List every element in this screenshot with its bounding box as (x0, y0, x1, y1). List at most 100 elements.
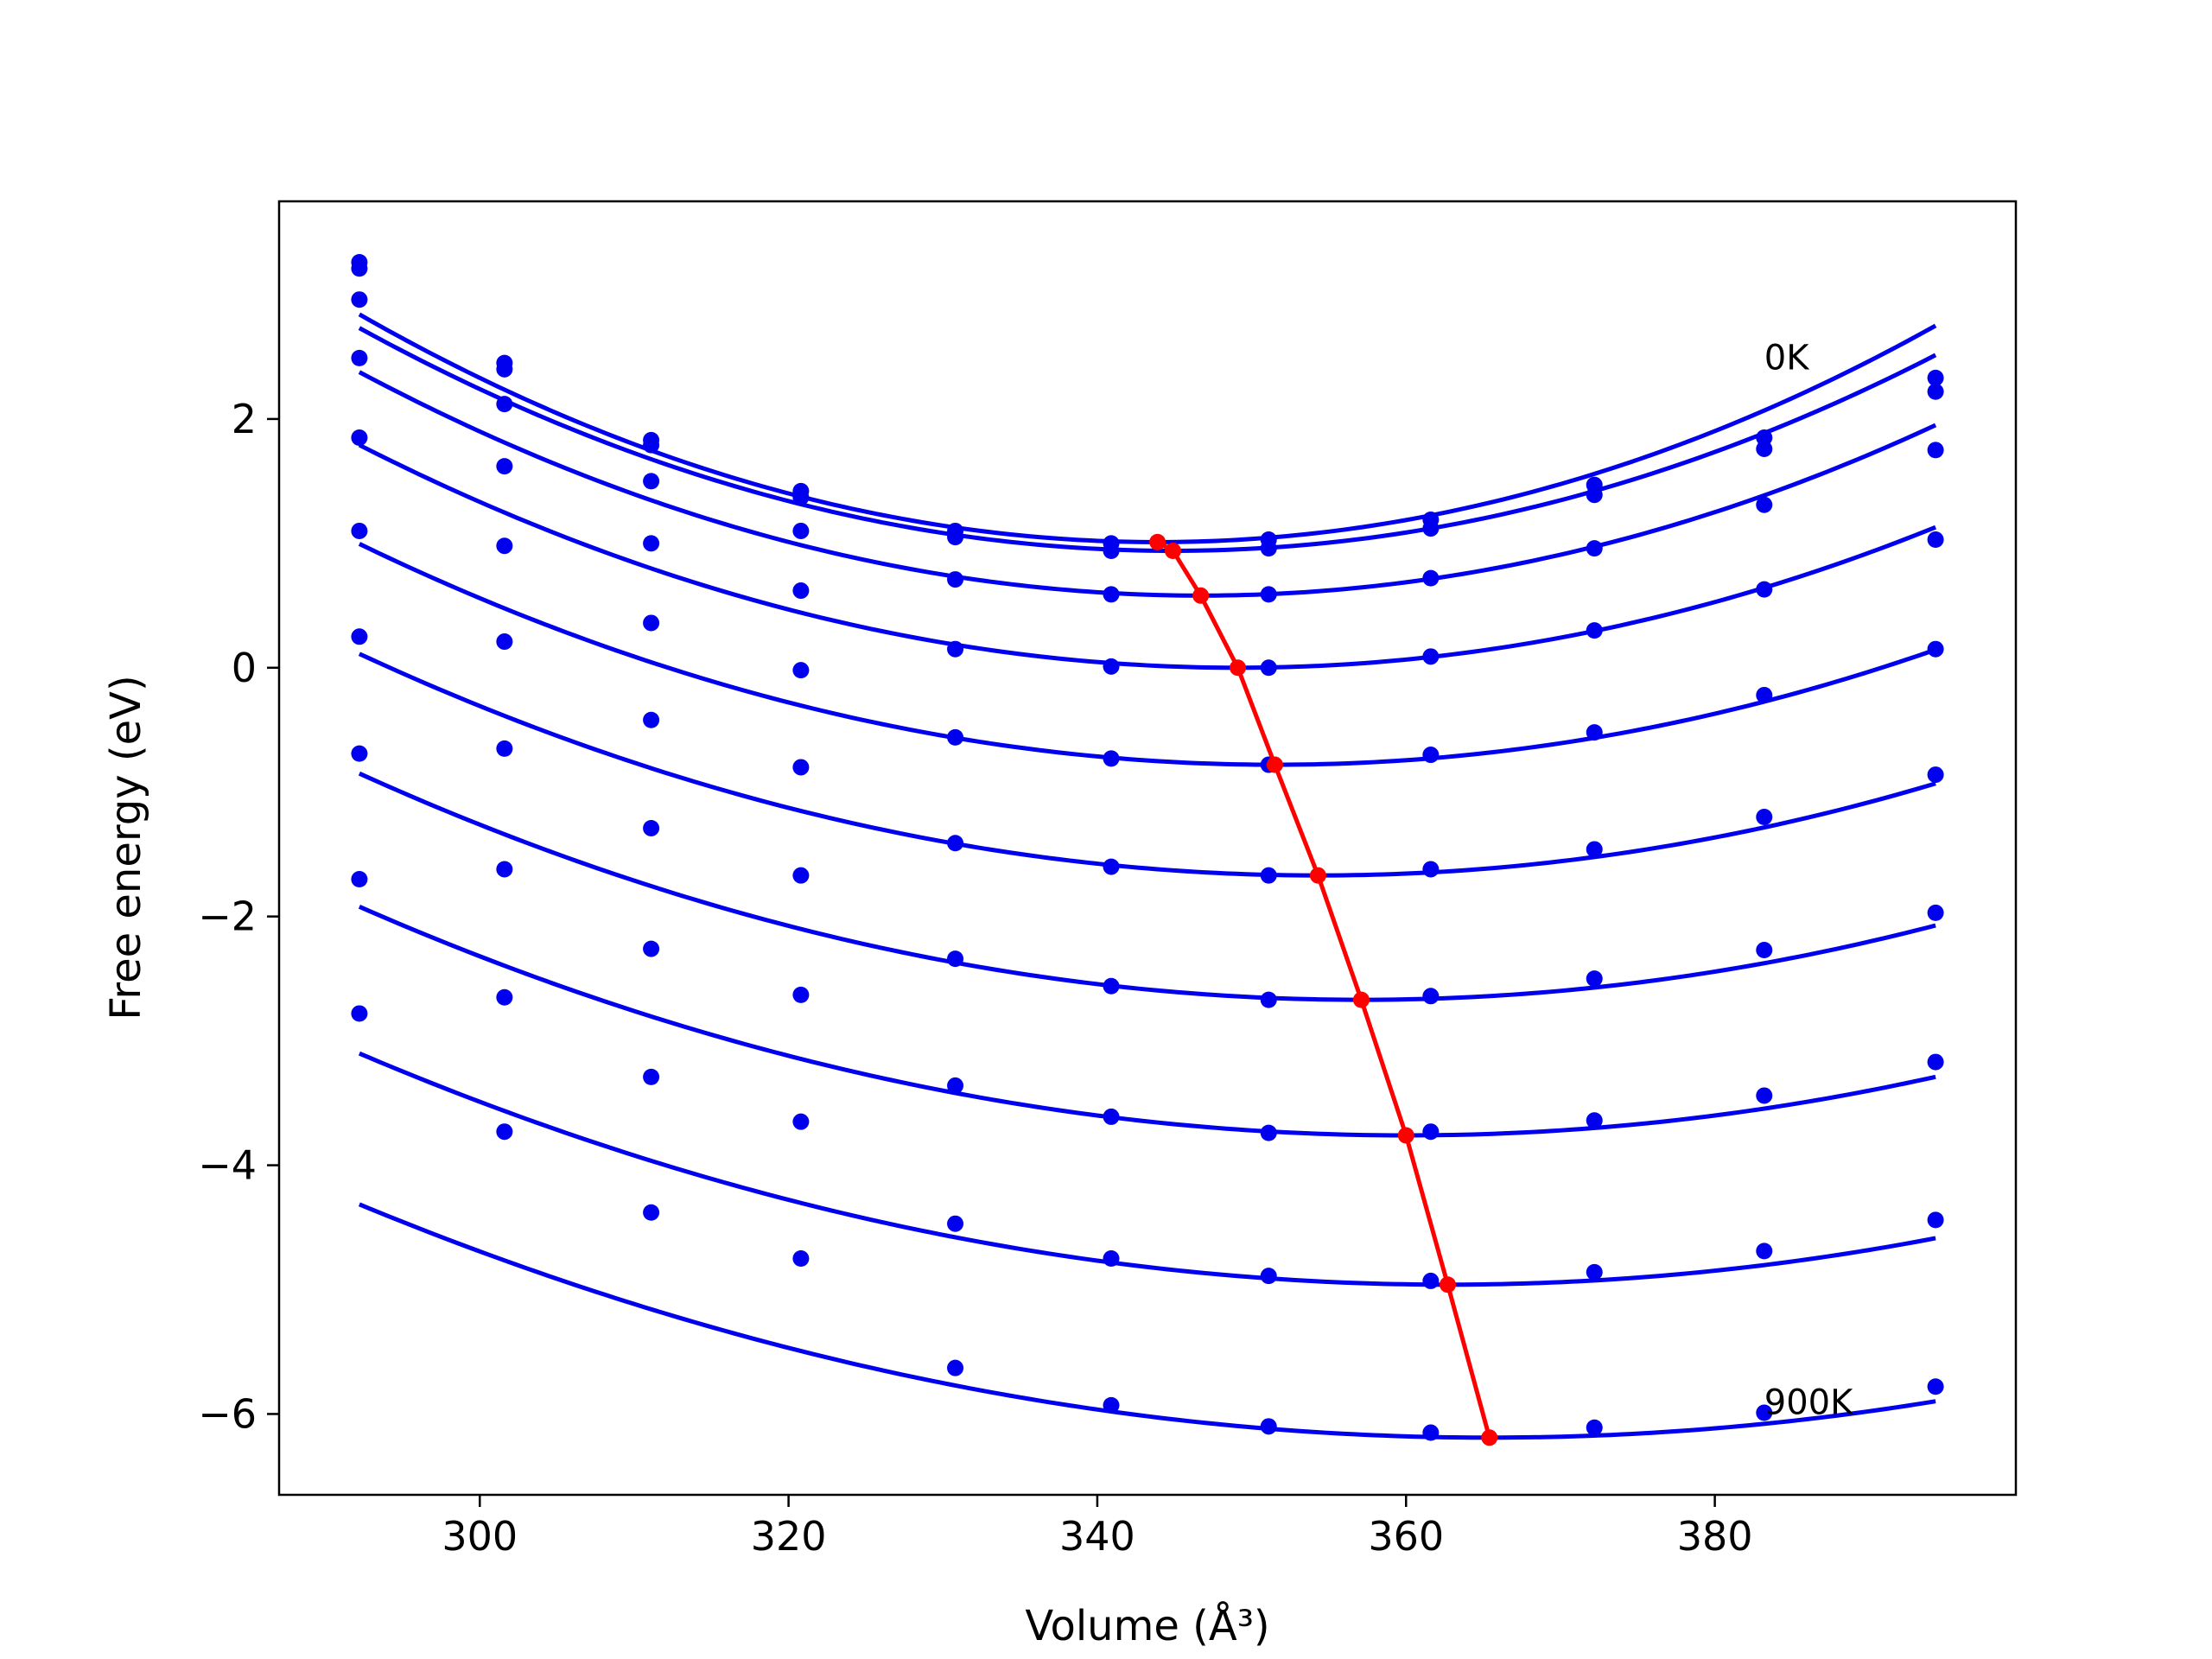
data-point-s5-9 (1586, 724, 1603, 741)
annotation-label-2: 900K (1764, 1382, 1854, 1422)
data-point-s8-6 (1103, 1108, 1120, 1125)
minimum-point-7 (1352, 991, 1370, 1008)
y-tick-label: −4 (198, 1142, 257, 1189)
data-point-s6-1 (351, 522, 368, 539)
data-point-s10-4 (792, 1250, 810, 1268)
data-point-s4-1 (351, 349, 368, 366)
x-tick-label: 320 (751, 1513, 827, 1560)
fit-curve-4 (358, 442, 1937, 671)
data-point-s7-6 (1103, 977, 1120, 995)
data-point-s1-11 (1927, 369, 1944, 386)
data-point-s2-1 (351, 260, 368, 277)
data-point-s2-2 (496, 360, 513, 378)
data-points (351, 254, 1944, 1441)
data-point-s9-4 (792, 1113, 810, 1130)
y-axis-ticks: 2 0 −2 −4 −6 (198, 396, 279, 1437)
y-tick-label: −6 (198, 1390, 257, 1437)
data-point-s10-11 (1927, 1378, 1944, 1395)
minimum-point-4 (1230, 659, 1247, 677)
data-point-s7-2 (496, 740, 513, 757)
minima-line (1156, 540, 1492, 1439)
data-point-s9-3 (643, 1068, 660, 1085)
plot-frame (277, 200, 2018, 1497)
data-point-s10-3 (643, 1204, 660, 1221)
data-point-s3-5 (947, 571, 964, 588)
data-point-s7-10 (1756, 942, 1773, 959)
data-point-s5-6 (1103, 750, 1120, 767)
fit-curve-5 (358, 542, 1936, 767)
data-point-s7-9 (1586, 970, 1603, 988)
data-point-s6-6 (1103, 858, 1120, 875)
data-point-s6-3 (643, 711, 660, 728)
data-point-s9-10 (1756, 1243, 1773, 1260)
fit-curve-10 (358, 1202, 1936, 1440)
fit-curves (358, 312, 1937, 1440)
data-point-s6-10 (1756, 809, 1773, 826)
data-point-s5-1 (351, 429, 368, 446)
data-point-s2-10 (1756, 440, 1773, 457)
fit-curve-1 (358, 312, 1937, 544)
data-point-s2-5 (947, 529, 964, 546)
y-tick-label: 0 (232, 645, 257, 691)
data-point-s8-7 (1260, 1124, 1277, 1141)
data-point-s4-4 (792, 582, 810, 600)
data-point-s2-8 (1422, 520, 1440, 537)
data-point-s5-11 (1927, 640, 1944, 658)
minimum-point-10 (1481, 1429, 1498, 1446)
data-point-s7-7 (1260, 991, 1277, 1008)
data-point-s8-5 (947, 1077, 964, 1094)
data-point-s6-8 (1422, 861, 1440, 878)
minimum-point-8 (1397, 1127, 1414, 1144)
x-tick-label: 380 (1677, 1513, 1753, 1560)
data-point-s9-1 (351, 870, 368, 887)
data-point-s7-5 (947, 950, 964, 968)
x-axis-ticks: 300 320 340 360 380 (442, 1495, 1753, 1560)
fit-curve-8 (358, 905, 1936, 1138)
annotation-label-1: 0K (1764, 338, 1810, 378)
data-point-s5-2 (496, 537, 513, 555)
data-point-s10-1 (351, 1005, 368, 1022)
x-tick-label: 360 (1368, 1513, 1444, 1560)
data-point-s5-10 (1756, 686, 1773, 703)
data-point-s10-5 (947, 1359, 964, 1376)
data-point-s3-7 (1260, 586, 1277, 603)
data-point-s6-11 (1927, 766, 1944, 784)
data-point-s4-10 (1756, 581, 1773, 598)
y-tick-label: 2 (232, 396, 257, 442)
data-point-s4-11 (1927, 531, 1944, 549)
data-point-s2-7 (1260, 540, 1277, 557)
data-point-s4-5 (947, 640, 964, 658)
data-point-s3-2 (496, 396, 513, 413)
data-point-s4-3 (643, 535, 660, 552)
fit-curve-7 (358, 771, 1936, 1002)
annotations: 0K 900K (1764, 338, 1854, 1422)
data-point-s9-5 (947, 1215, 964, 1232)
data-point-s4-9 (1586, 622, 1603, 639)
data-point-s8-10 (1756, 1087, 1773, 1104)
data-point-s9-7 (1260, 1268, 1277, 1285)
data-point-s2-11 (1927, 383, 1944, 400)
minimum-point-5 (1266, 756, 1283, 773)
data-point-s9-2 (496, 988, 513, 1006)
data-point-s2-9 (1586, 486, 1603, 504)
data-point-s8-3 (643, 940, 660, 957)
data-point-s4-2 (496, 458, 513, 475)
data-point-s3-6 (1103, 586, 1120, 603)
data-point-s3-10 (1756, 496, 1773, 513)
data-point-s2-4 (792, 489, 810, 506)
fit-curve-3 (358, 370, 1937, 598)
data-point-s10-7 (1260, 1418, 1277, 1435)
data-point-s5-4 (792, 662, 810, 679)
data-point-s3-11 (1927, 442, 1944, 459)
data-point-s6-2 (496, 633, 513, 651)
data-point-s8-11 (1927, 1053, 1944, 1071)
data-point-s6-9 (1586, 841, 1603, 858)
data-point-s7-3 (643, 819, 660, 836)
fit-curve-2 (358, 326, 1937, 553)
data-point-s5-8 (1422, 747, 1440, 764)
x-axis-title: Volume (Å³) (1025, 1601, 1269, 1650)
data-point-s8-9 (1586, 1112, 1603, 1129)
data-point-s5-5 (947, 728, 964, 746)
minimum-point-3 (1192, 587, 1210, 604)
data-point-s6-5 (947, 835, 964, 852)
